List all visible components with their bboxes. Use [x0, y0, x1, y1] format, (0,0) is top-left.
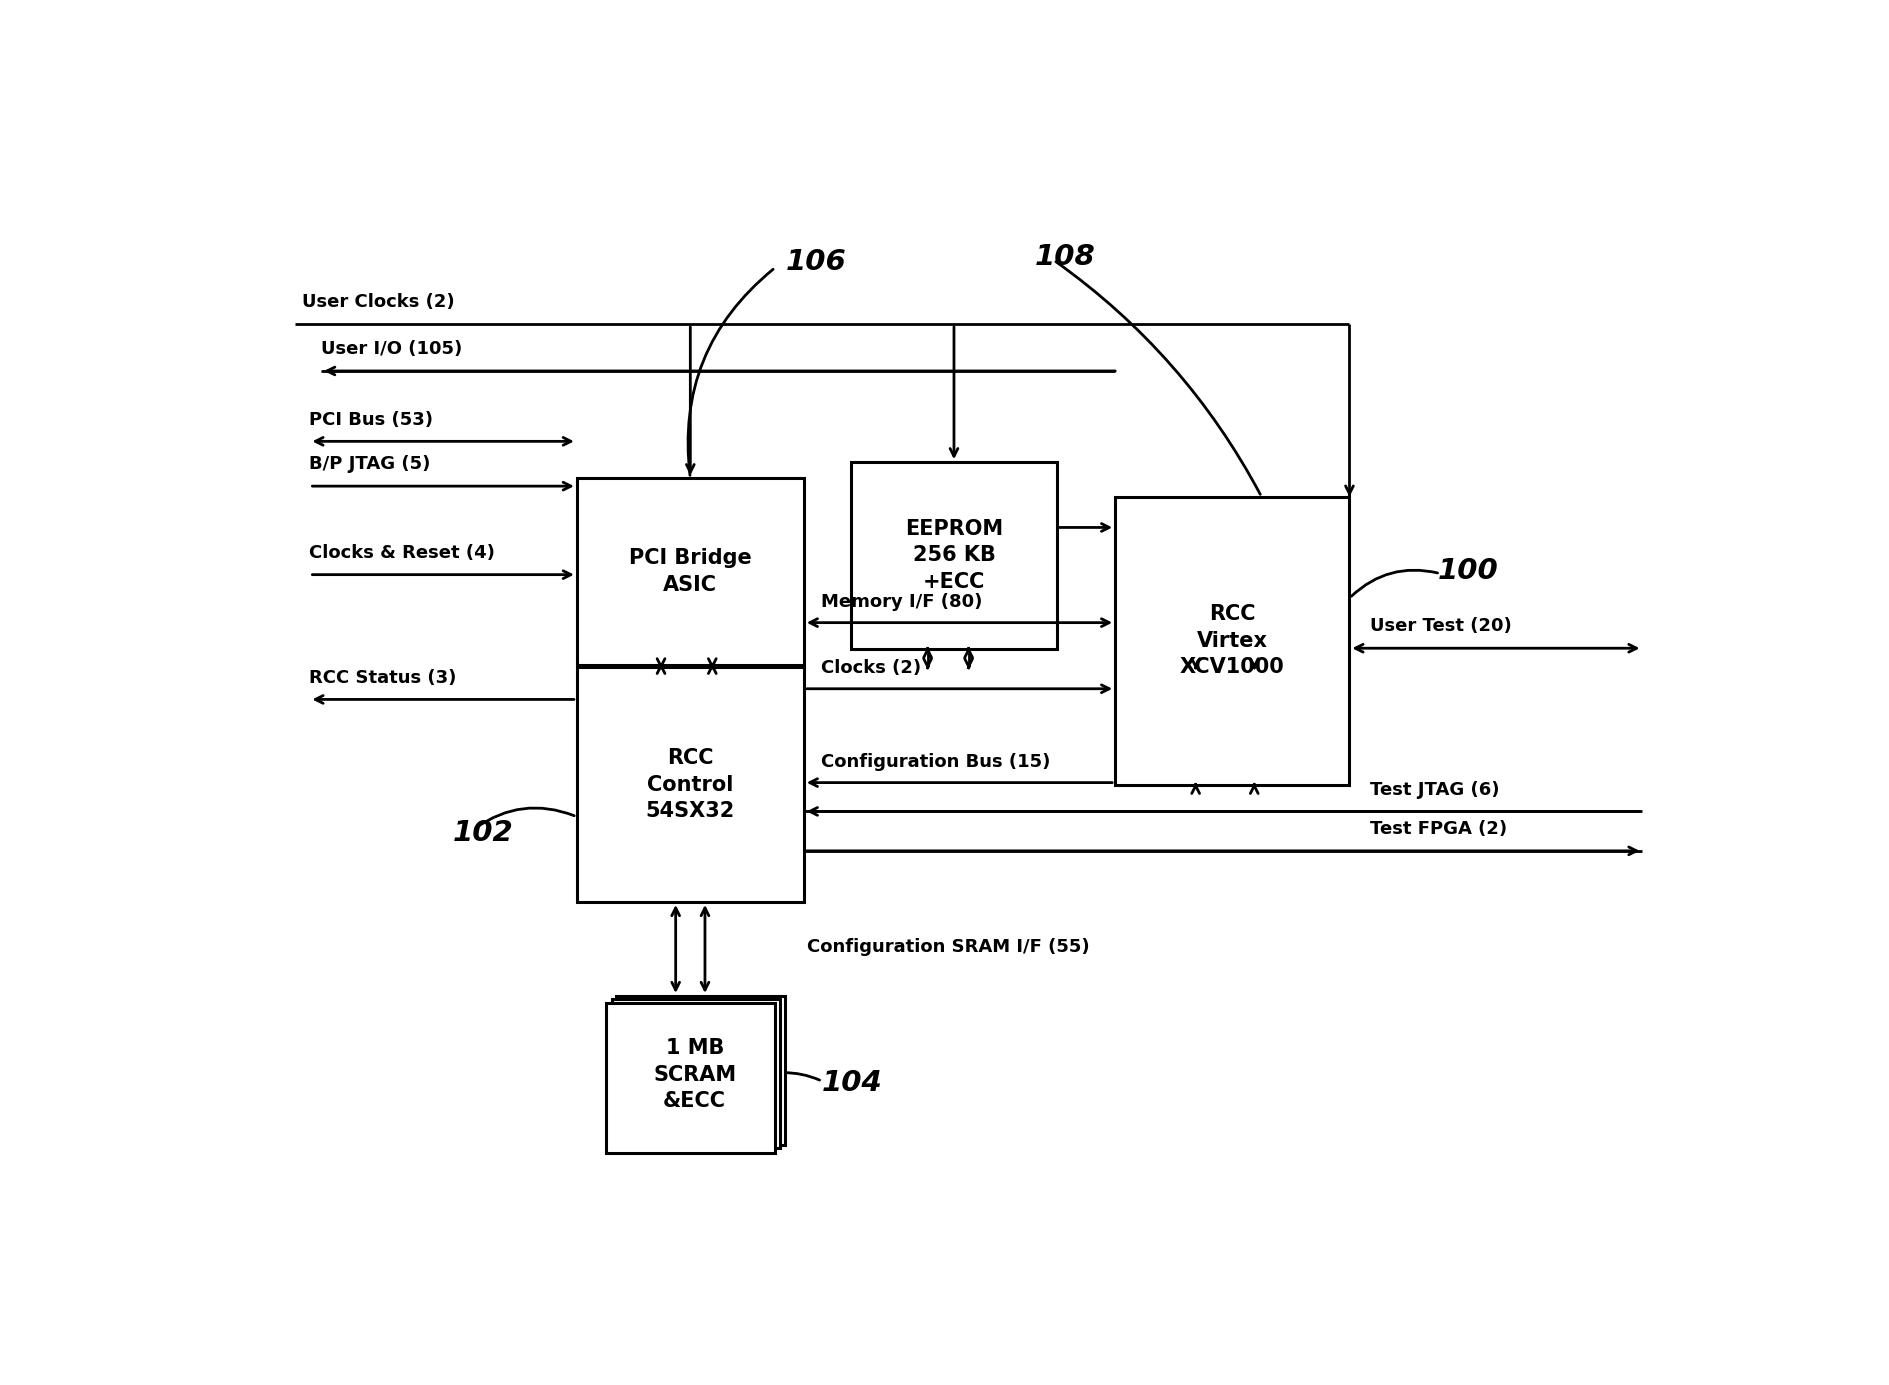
Text: Clocks & Reset (4): Clocks & Reset (4): [310, 544, 495, 562]
Bar: [612, 999, 780, 1148]
Text: Test JTAG (6): Test JTAG (6): [1370, 781, 1498, 799]
Bar: [616, 996, 784, 1145]
Bar: [850, 463, 1056, 648]
Text: RCC
Control
54SX32: RCC Control 54SX32: [646, 748, 735, 821]
Text: User Test (20): User Test (20): [1370, 618, 1511, 636]
Text: 106: 106: [786, 248, 846, 276]
Text: 104: 104: [822, 1069, 882, 1097]
Text: User I/O (105): User I/O (105): [321, 341, 463, 359]
Text: PCI Bridge
ASIC: PCI Bridge ASIC: [629, 548, 752, 594]
Text: PCI Bus (53): PCI Bus (53): [310, 410, 433, 428]
Text: Test FPGA (2): Test FPGA (2): [1370, 820, 1506, 838]
Text: 108: 108: [1033, 242, 1096, 271]
Text: RCC Status (3): RCC Status (3): [310, 669, 457, 687]
Text: User Clocks (2): User Clocks (2): [302, 294, 455, 312]
Text: 1 MB
SCRAM
&ECC: 1 MB SCRAM &ECC: [654, 1039, 737, 1111]
Text: RCC
Virtex
XCV1000: RCC Virtex XCV1000: [1179, 604, 1285, 677]
Bar: [1115, 497, 1349, 785]
Bar: [576, 478, 803, 665]
Text: Memory I/F (80): Memory I/F (80): [822, 593, 982, 611]
Text: Clocks (2): Clocks (2): [822, 659, 922, 677]
Text: 100: 100: [1436, 557, 1498, 586]
Text: EEPROM
256 KB
+ECC: EEPROM 256 KB +ECC: [905, 519, 1003, 591]
Text: B/P JTAG (5): B/P JTAG (5): [310, 456, 431, 474]
Text: Configuration SRAM I/F (55): Configuration SRAM I/F (55): [807, 939, 1088, 957]
Text: Configuration Bus (15): Configuration Bus (15): [822, 753, 1050, 771]
Bar: [576, 668, 803, 902]
Text: 102: 102: [453, 819, 514, 846]
Bar: [606, 1003, 774, 1152]
